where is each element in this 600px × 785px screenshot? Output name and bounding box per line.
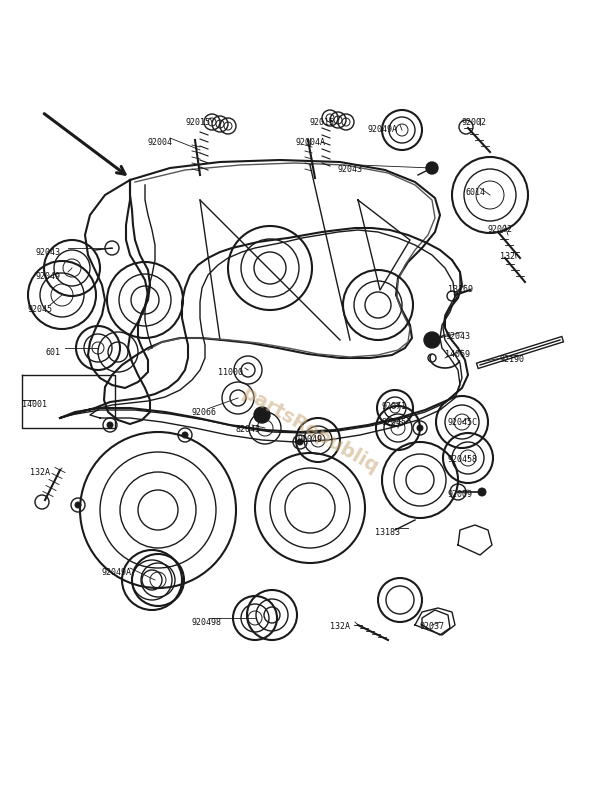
Text: 92043: 92043 [337, 165, 362, 174]
Circle shape [417, 425, 423, 431]
Text: 92002: 92002 [462, 118, 487, 127]
Text: 92045: 92045 [382, 418, 407, 427]
Text: 92004: 92004 [148, 138, 173, 147]
Text: 92049: 92049 [35, 272, 60, 281]
Text: 132: 132 [500, 252, 515, 261]
Text: 92043: 92043 [35, 248, 60, 257]
Text: 92066: 92066 [192, 408, 217, 417]
Circle shape [297, 439, 303, 445]
Text: 132A: 132A [330, 622, 350, 631]
Text: 92015: 92015 [185, 118, 210, 127]
Text: 13183: 13183 [375, 528, 400, 537]
Text: 92071: 92071 [382, 402, 407, 411]
Text: 92045: 92045 [28, 305, 53, 314]
Text: 920498: 920498 [192, 618, 222, 627]
Text: 92004A: 92004A [295, 138, 325, 147]
Text: 92043: 92043 [445, 332, 470, 341]
Text: 92037: 92037 [420, 622, 445, 631]
Circle shape [182, 432, 188, 438]
Text: 92002: 92002 [488, 225, 513, 234]
Circle shape [424, 332, 440, 348]
Text: 601: 601 [45, 348, 60, 357]
Text: 92049: 92049 [298, 435, 323, 444]
Text: 92015: 92015 [310, 118, 335, 127]
Text: 14001: 14001 [22, 400, 47, 409]
Text: 92049A: 92049A [368, 125, 398, 134]
Text: 92049A: 92049A [102, 568, 132, 577]
Circle shape [254, 407, 270, 423]
Circle shape [107, 422, 113, 428]
Circle shape [478, 488, 486, 496]
Text: 92190: 92190 [500, 355, 525, 364]
Text: 92009: 92009 [448, 490, 473, 499]
Text: 14069: 14069 [445, 350, 470, 359]
Text: partsRepubliq: partsRepubliq [238, 383, 382, 476]
Text: 92045C: 92045C [448, 418, 478, 427]
Text: 11000: 11000 [218, 368, 243, 377]
Circle shape [426, 162, 438, 174]
Text: 6014: 6014 [465, 188, 485, 197]
Text: 920458: 920458 [448, 455, 478, 464]
Text: 13169: 13169 [448, 285, 473, 294]
Circle shape [75, 502, 81, 508]
Text: 132A: 132A [30, 468, 50, 477]
Text: 82043: 82043 [235, 425, 260, 434]
